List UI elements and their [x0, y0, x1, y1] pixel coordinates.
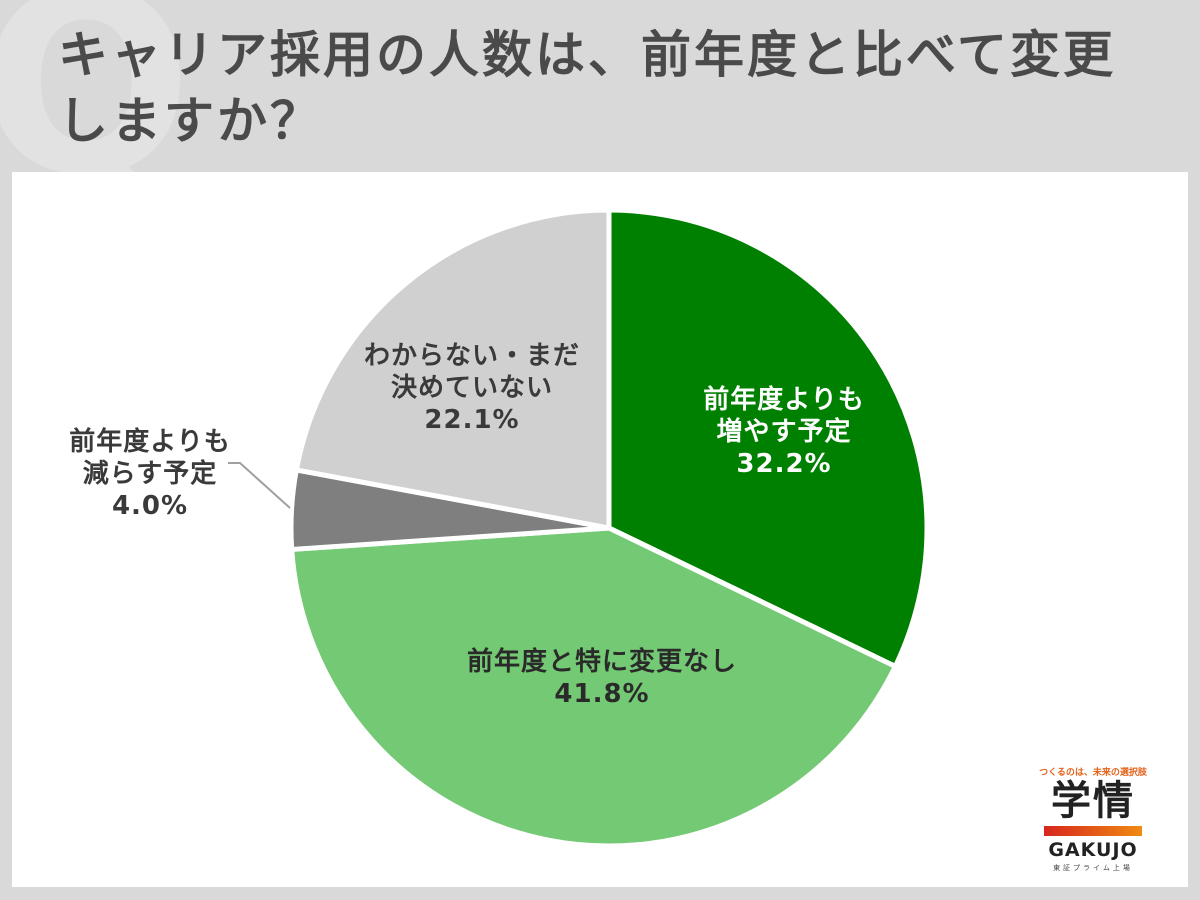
title-line-1: キャリア採用の人数は、前年度と比べて変更 [58, 26, 1116, 84]
title-line-2: しますか？ [58, 92, 323, 150]
slice-nochange [289, 525, 898, 849]
label-decrease: 前年度よりも 減らす予定 4.0% [69, 427, 231, 521]
chart-panel: 前年度よりも 増やす予定 32.2% 前年度と特に変更なし 41.8% 前年度よ… [12, 172, 1188, 887]
decrease-leader-line [228, 462, 291, 509]
slice-undecided [293, 207, 612, 531]
gakujo-logo: つくるのは、未来の選択肢 学情 GAKUJO 東証プライム上場 [1038, 765, 1148, 873]
pie-chart [228, 207, 930, 849]
logo-english: GAKUJO [1048, 839, 1138, 861]
slice-increase [606, 207, 930, 669]
label-nochange: 前年度と特に変更なし 41.8% [466, 647, 737, 709]
logo-tagline: つくるのは、未来の選択肢 [1039, 768, 1147, 778]
logo-kanji: 学情 [1051, 778, 1135, 824]
chart-title: キャリア採用の人数は、前年度と比べて変更 しますか？ [58, 22, 1178, 154]
logo-sub: 東証プライム上場 [1053, 864, 1133, 872]
label-increase: 前年度よりも 増やす予定 32.2% [703, 385, 865, 479]
label-undecided: わからない・まだ 決めていない 22.1% [363, 341, 580, 435]
logo-gradient-bar [1044, 826, 1142, 836]
